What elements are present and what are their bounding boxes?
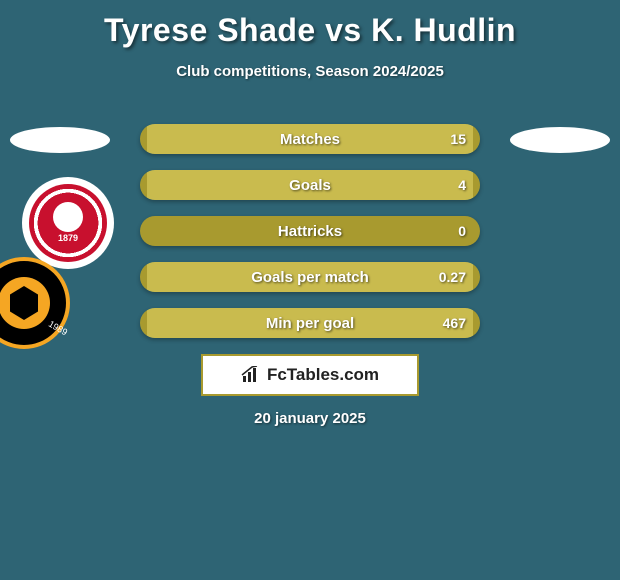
stat-value-right: 0.27 — [439, 269, 466, 285]
stat-value-right: 0 — [458, 223, 466, 239]
stat-label: Matches — [280, 131, 340, 148]
brand-text: FcTables.com — [267, 365, 379, 385]
player-silhouette-left — [10, 127, 110, 153]
snapshot-date: 20 january 2025 — [254, 410, 366, 427]
club-badge-right: 1912 1989 — [0, 257, 70, 349]
stat-label: Goals — [289, 177, 331, 194]
stat-pill: Goals per match 0.27 — [140, 262, 480, 292]
club-badge-left-inner — [29, 184, 107, 262]
brand-box: FcTables.com — [201, 354, 419, 396]
stat-label: Goals per match — [251, 269, 369, 286]
stat-value-right: 4 — [458, 177, 466, 193]
stat-pill: Min per goal 467 — [140, 308, 480, 338]
chart-icon — [241, 366, 261, 384]
club-badge-left — [22, 177, 114, 269]
player-silhouette-right — [510, 127, 610, 153]
stat-pill: Hattricks 0 — [140, 216, 480, 246]
club-badge-right-shield — [0, 277, 50, 329]
stat-label: Hattricks — [278, 223, 342, 240]
comparison-subtitle: Club competitions, Season 2024/2025 — [0, 63, 620, 80]
stat-value-right: 467 — [443, 315, 466, 331]
stat-pill: Matches 15 — [140, 124, 480, 154]
stat-label: Min per goal — [266, 315, 354, 332]
comparison-title: Tyrese Shade vs K. Hudlin — [0, 0, 620, 49]
stats-container: Matches 15 Goals 4 Hattricks 0 Goals per match… — [140, 124, 480, 354]
badge-right-year-right: 1989 — [47, 319, 69, 338]
stat-value-right: 15 — [450, 131, 466, 147]
stat-pill: Goals 4 — [140, 170, 480, 200]
badge-right-year-left: 1912 — [0, 319, 1, 338]
